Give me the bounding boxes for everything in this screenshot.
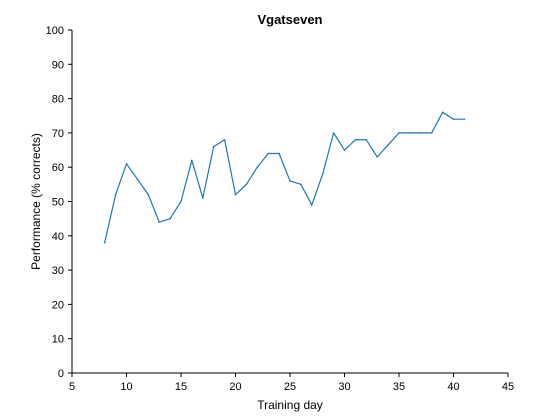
data-point bbox=[332, 132, 335, 134]
x-ticks: 5 10 15 20 25 30 35 40 45 bbox=[69, 373, 514, 393]
data-point bbox=[103, 241, 106, 244]
data-point bbox=[398, 132, 400, 134]
data-point bbox=[125, 162, 128, 165]
data-point bbox=[147, 193, 150, 196]
x-tick-label: 10 bbox=[120, 381, 132, 393]
data-point bbox=[180, 200, 182, 203]
y-axis-label: Performance (% corrects) bbox=[29, 133, 43, 270]
data-point bbox=[354, 138, 357, 141]
data-point bbox=[234, 193, 237, 196]
series-line-0 bbox=[104, 111, 465, 243]
data-point bbox=[202, 197, 204, 199]
y-tick-label: 0 bbox=[58, 368, 64, 380]
data-point bbox=[256, 166, 259, 168]
y-tick-label: 30 bbox=[52, 265, 64, 277]
data-point bbox=[452, 118, 455, 120]
plot-series bbox=[103, 111, 466, 244]
data-point bbox=[289, 180, 291, 182]
data-point bbox=[311, 204, 313, 206]
data-point bbox=[212, 145, 215, 148]
data-point bbox=[420, 132, 422, 134]
data-point bbox=[441, 111, 444, 114]
y-tick-label: 40 bbox=[52, 231, 64, 243]
data-point bbox=[321, 173, 324, 175]
data-point bbox=[136, 178, 139, 181]
data-point bbox=[463, 118, 466, 120]
data-point bbox=[245, 183, 248, 186]
data-point bbox=[376, 156, 379, 158]
x-tick-label: 35 bbox=[393, 381, 405, 393]
data-point bbox=[223, 138, 226, 141]
data-point bbox=[300, 183, 302, 186]
x-axis: 5 10 15 20 25 30 35 40 45 bbox=[69, 372, 514, 393]
y-tick-label: 90 bbox=[52, 59, 64, 71]
chart-title: Vgatseven bbox=[257, 12, 322, 27]
x-tick-label: 30 bbox=[338, 381, 350, 393]
x-tick-label: 40 bbox=[447, 381, 459, 393]
x-tick-label: 20 bbox=[229, 381, 241, 393]
x-tick-label: 45 bbox=[502, 381, 514, 393]
y-tick-label: 10 bbox=[52, 334, 64, 346]
x-tick-label: 25 bbox=[284, 381, 296, 393]
y-tick-label: 20 bbox=[52, 299, 64, 311]
data-point bbox=[343, 149, 346, 151]
data-point bbox=[191, 159, 193, 162]
data-point bbox=[169, 217, 171, 220]
data-point bbox=[409, 132, 411, 134]
y-tick-label: 80 bbox=[52, 94, 64, 106]
data-point bbox=[430, 132, 433, 134]
data-point bbox=[365, 138, 368, 141]
y-tick-label: 100 bbox=[46, 25, 64, 37]
data-point bbox=[267, 152, 270, 155]
y-tick-label: 50 bbox=[52, 197, 64, 209]
x-tick-label: 5 bbox=[69, 381, 75, 393]
y-ticks: 0 10 20 30 40 50 60 70 80 90 100 bbox=[46, 25, 72, 380]
y-tick-label: 70 bbox=[52, 128, 64, 140]
data-point bbox=[114, 193, 117, 196]
data-point bbox=[387, 144, 389, 146]
y-tick-label: 60 bbox=[52, 162, 64, 174]
data-point bbox=[158, 221, 160, 223]
y-axis: 0 10 20 30 40 50 60 70 80 90 100 bbox=[46, 25, 73, 380]
x-tick-label: 15 bbox=[175, 381, 187, 393]
data-point bbox=[278, 152, 280, 155]
x-axis-label: Training day bbox=[257, 398, 323, 412]
